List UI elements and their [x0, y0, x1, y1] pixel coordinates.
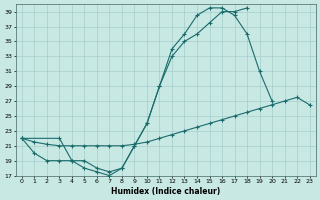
X-axis label: Humidex (Indice chaleur): Humidex (Indice chaleur): [111, 187, 220, 196]
